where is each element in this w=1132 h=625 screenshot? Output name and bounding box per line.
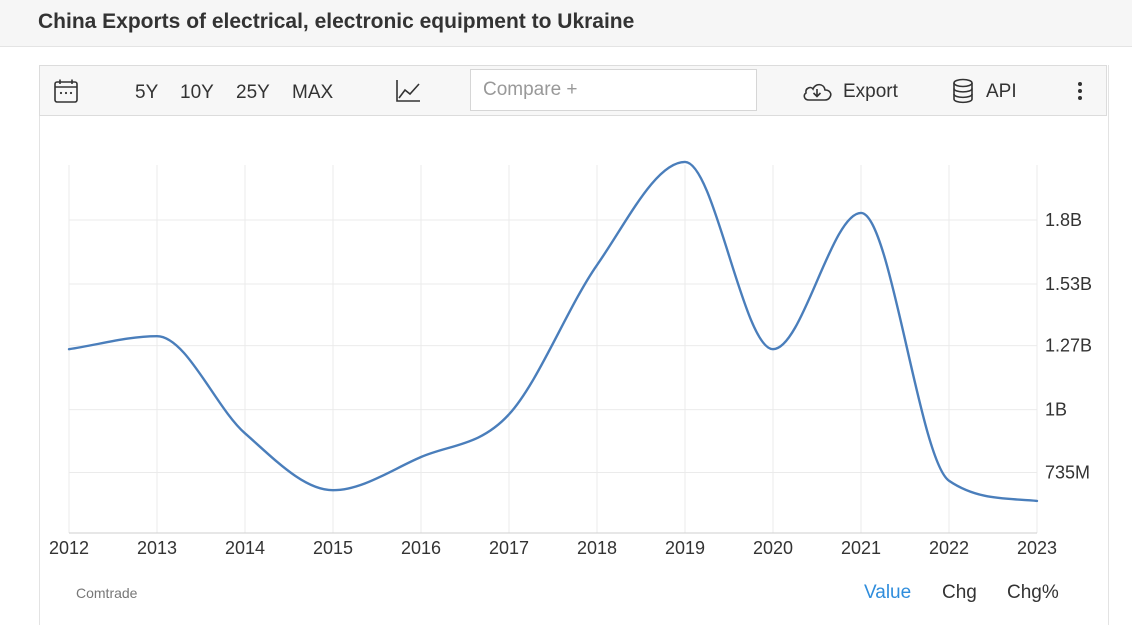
x-tick-label: 2017	[489, 538, 529, 558]
range-10y-button[interactable]: 10Y	[180, 82, 214, 103]
x-tick-label: 2020	[753, 538, 793, 558]
y-tick-label: 1B	[1045, 400, 1067, 420]
view-chg-button[interactable]: Chg	[942, 582, 977, 603]
chart-frame	[39, 65, 1109, 625]
x-tick-label: 2022	[929, 538, 969, 558]
x-tick-label: 2014	[225, 538, 265, 558]
page-header: China Exports of electrical, electronic …	[0, 0, 1132, 47]
x-tick-label: 2019	[665, 538, 705, 558]
range-max-button[interactable]: MAX	[292, 82, 334, 103]
range-25y-button[interactable]: 25Y	[236, 82, 270, 103]
database-icon	[953, 78, 973, 104]
view-chg-pct-button[interactable]: Chg%	[1007, 582, 1059, 603]
page-title: China Exports of electrical, electronic …	[38, 10, 635, 33]
source-label: Comtrade	[76, 585, 138, 601]
chart-toolbar: 5Y 10Y 25Y MAX Export API	[39, 65, 1107, 116]
vertical-dots-icon[interactable]	[1072, 79, 1088, 103]
view-value-button[interactable]: Value	[864, 582, 912, 603]
line-chart-icon[interactable]	[395, 78, 421, 104]
y-tick-label: 1.53B	[1045, 274, 1092, 294]
x-tick-label: 2021	[841, 538, 881, 558]
x-tick-label: 2012	[49, 538, 89, 558]
compare-input[interactable]	[470, 69, 757, 111]
export-label: Export	[843, 81, 898, 102]
range-5y-button[interactable]: 5Y	[135, 82, 159, 103]
api-label: API	[986, 81, 1017, 102]
x-tick-label: 2023	[1017, 538, 1057, 558]
y-tick-label: 1.27B	[1045, 336, 1092, 356]
x-tick-label: 2015	[313, 538, 353, 558]
x-tick-label: 2013	[137, 538, 177, 558]
y-tick-label: 1.8B	[1045, 210, 1082, 230]
x-tick-label: 2018	[577, 538, 617, 558]
series-line	[67, 160, 1039, 503]
calendar-icon[interactable]	[53, 78, 79, 104]
x-tick-label: 2016	[401, 538, 441, 558]
y-tick-label: 735M	[1045, 462, 1090, 482]
cloud-download-icon	[803, 83, 832, 101]
